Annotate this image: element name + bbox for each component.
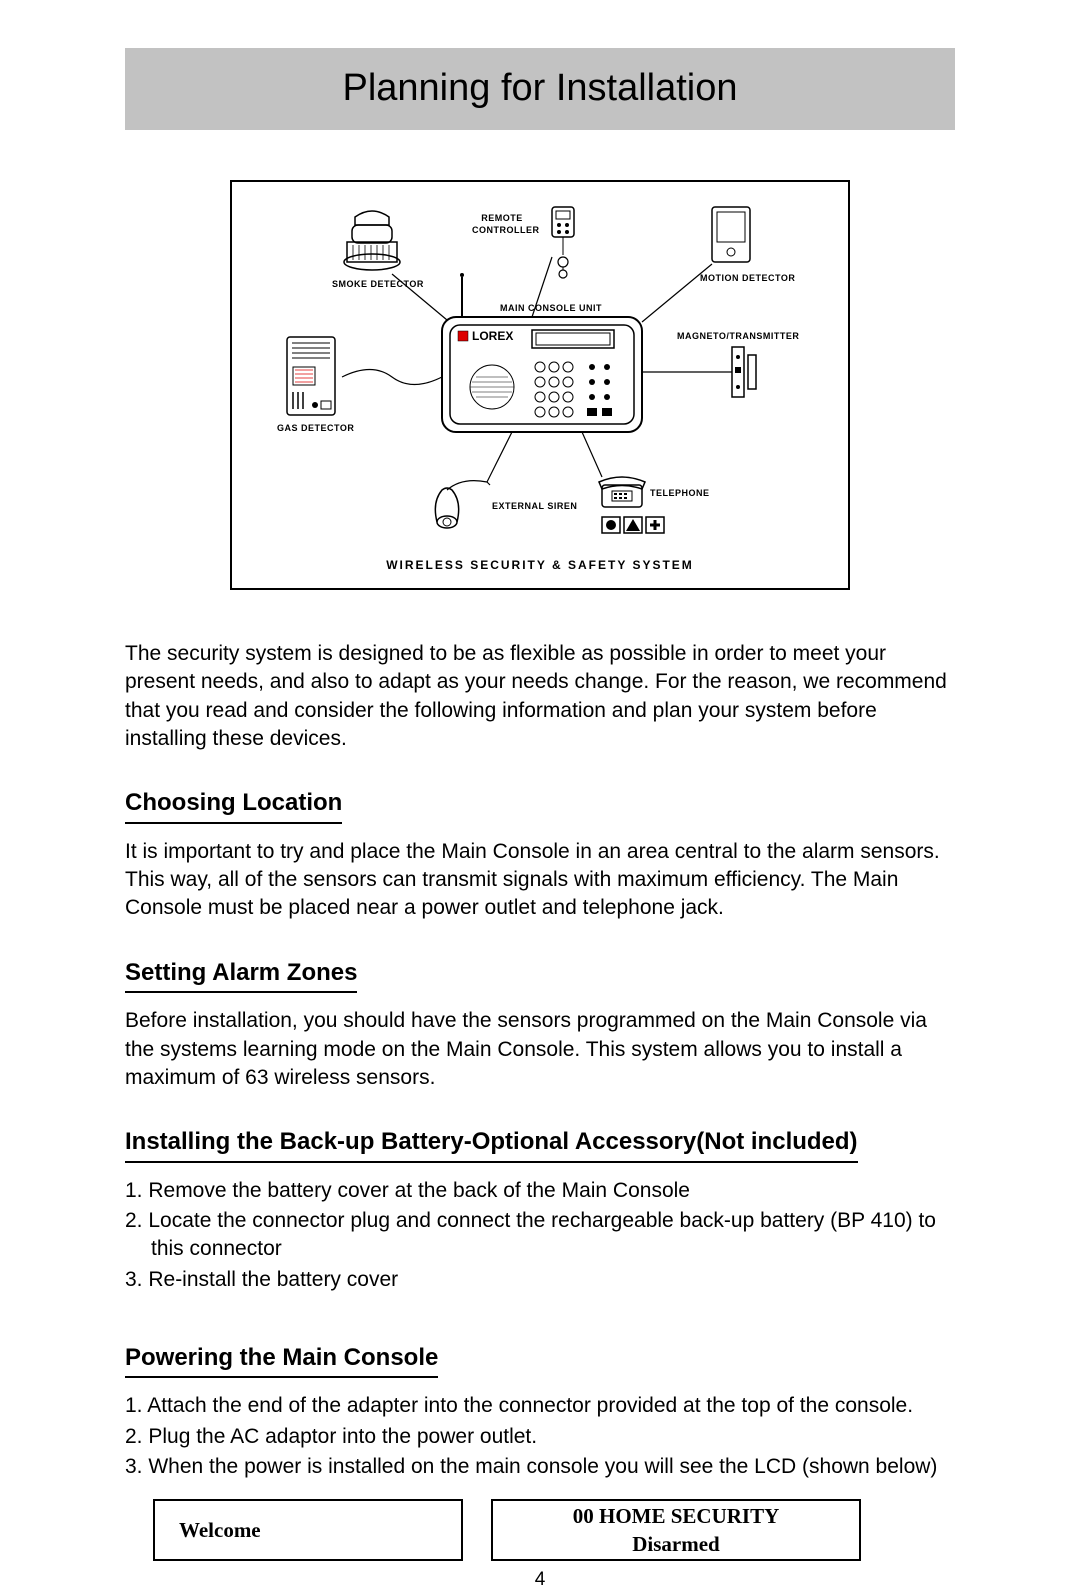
- system-diagram: LOREX: [230, 180, 850, 590]
- lcd-box-status: 00 HOME SECURITY Disarmed: [491, 1499, 861, 1561]
- page-title: Planning for Installation: [342, 63, 737, 114]
- choosing-body: It is important to try and place the Mai…: [125, 838, 955, 923]
- lcd-welcome-text: Welcome: [179, 1516, 261, 1544]
- heading-setting-zones: Setting Alarm Zones: [125, 957, 357, 993]
- intro-paragraph: The security system is designed to be as…: [125, 640, 955, 753]
- zones-body: Before installation, you should have the…: [125, 1007, 955, 1092]
- system-diagram-container: LOREX: [125, 180, 955, 590]
- page-number: 4: [125, 1567, 955, 1593]
- battery-step-2: 2. Locate the connector plug and connect…: [125, 1207, 955, 1264]
- diagram-caption: WIRELESS SECURITY & SAFETY SYSTEM: [232, 557, 848, 573]
- battery-steps: 1. Remove the battery cover at the back …: [125, 1177, 955, 1294]
- powering-steps: 1. Attach the end of the adapter into th…: [125, 1392, 955, 1481]
- diagram-label-gas: GAS DETECTOR: [277, 422, 354, 434]
- heading-choosing-location: Choosing Location: [125, 787, 342, 823]
- lcd-status-line1: 00 HOME SECURITY: [573, 1502, 780, 1530]
- diagram-label-console: MAIN CONSOLE UNIT: [500, 302, 602, 314]
- powering-step-2: 2. Plug the AC adaptor into the power ou…: [125, 1423, 955, 1451]
- diagram-label-telephone: TELEPHONE: [650, 487, 710, 499]
- page-title-banner: Planning for Installation: [125, 48, 955, 130]
- lcd-status-line2: Disarmed: [632, 1530, 720, 1558]
- powering-step-3: 3. When the power is installed on the ma…: [125, 1453, 955, 1481]
- heading-battery: Installing the Back-up Battery-Optional …: [125, 1126, 858, 1162]
- battery-step-1: 1. Remove the battery cover at the back …: [125, 1177, 955, 1205]
- diagram-label-remote: REMOTE CONTROLLER: [472, 212, 532, 236]
- battery-step-3: 3. Re-install the battery cover: [125, 1266, 955, 1294]
- diagram-label-motion: MOTION DETECTOR: [700, 272, 795, 284]
- diagram-label-siren: EXTERNAL SIREN: [492, 500, 577, 512]
- lcd-display-row: Welcome 00 HOME SECURITY Disarmed: [153, 1499, 955, 1561]
- lcd-box-welcome: Welcome: [153, 1499, 463, 1561]
- heading-powering: Powering the Main Console: [125, 1342, 438, 1378]
- powering-step-1: 1. Attach the end of the adapter into th…: [125, 1392, 955, 1420]
- svg-text:LOREX: LOREX: [472, 329, 513, 343]
- diagram-label-magneto: MAGNETO/TRANSMITTER: [677, 330, 799, 342]
- diagram-label-smoke: SMOKE DETECTOR: [332, 278, 424, 290]
